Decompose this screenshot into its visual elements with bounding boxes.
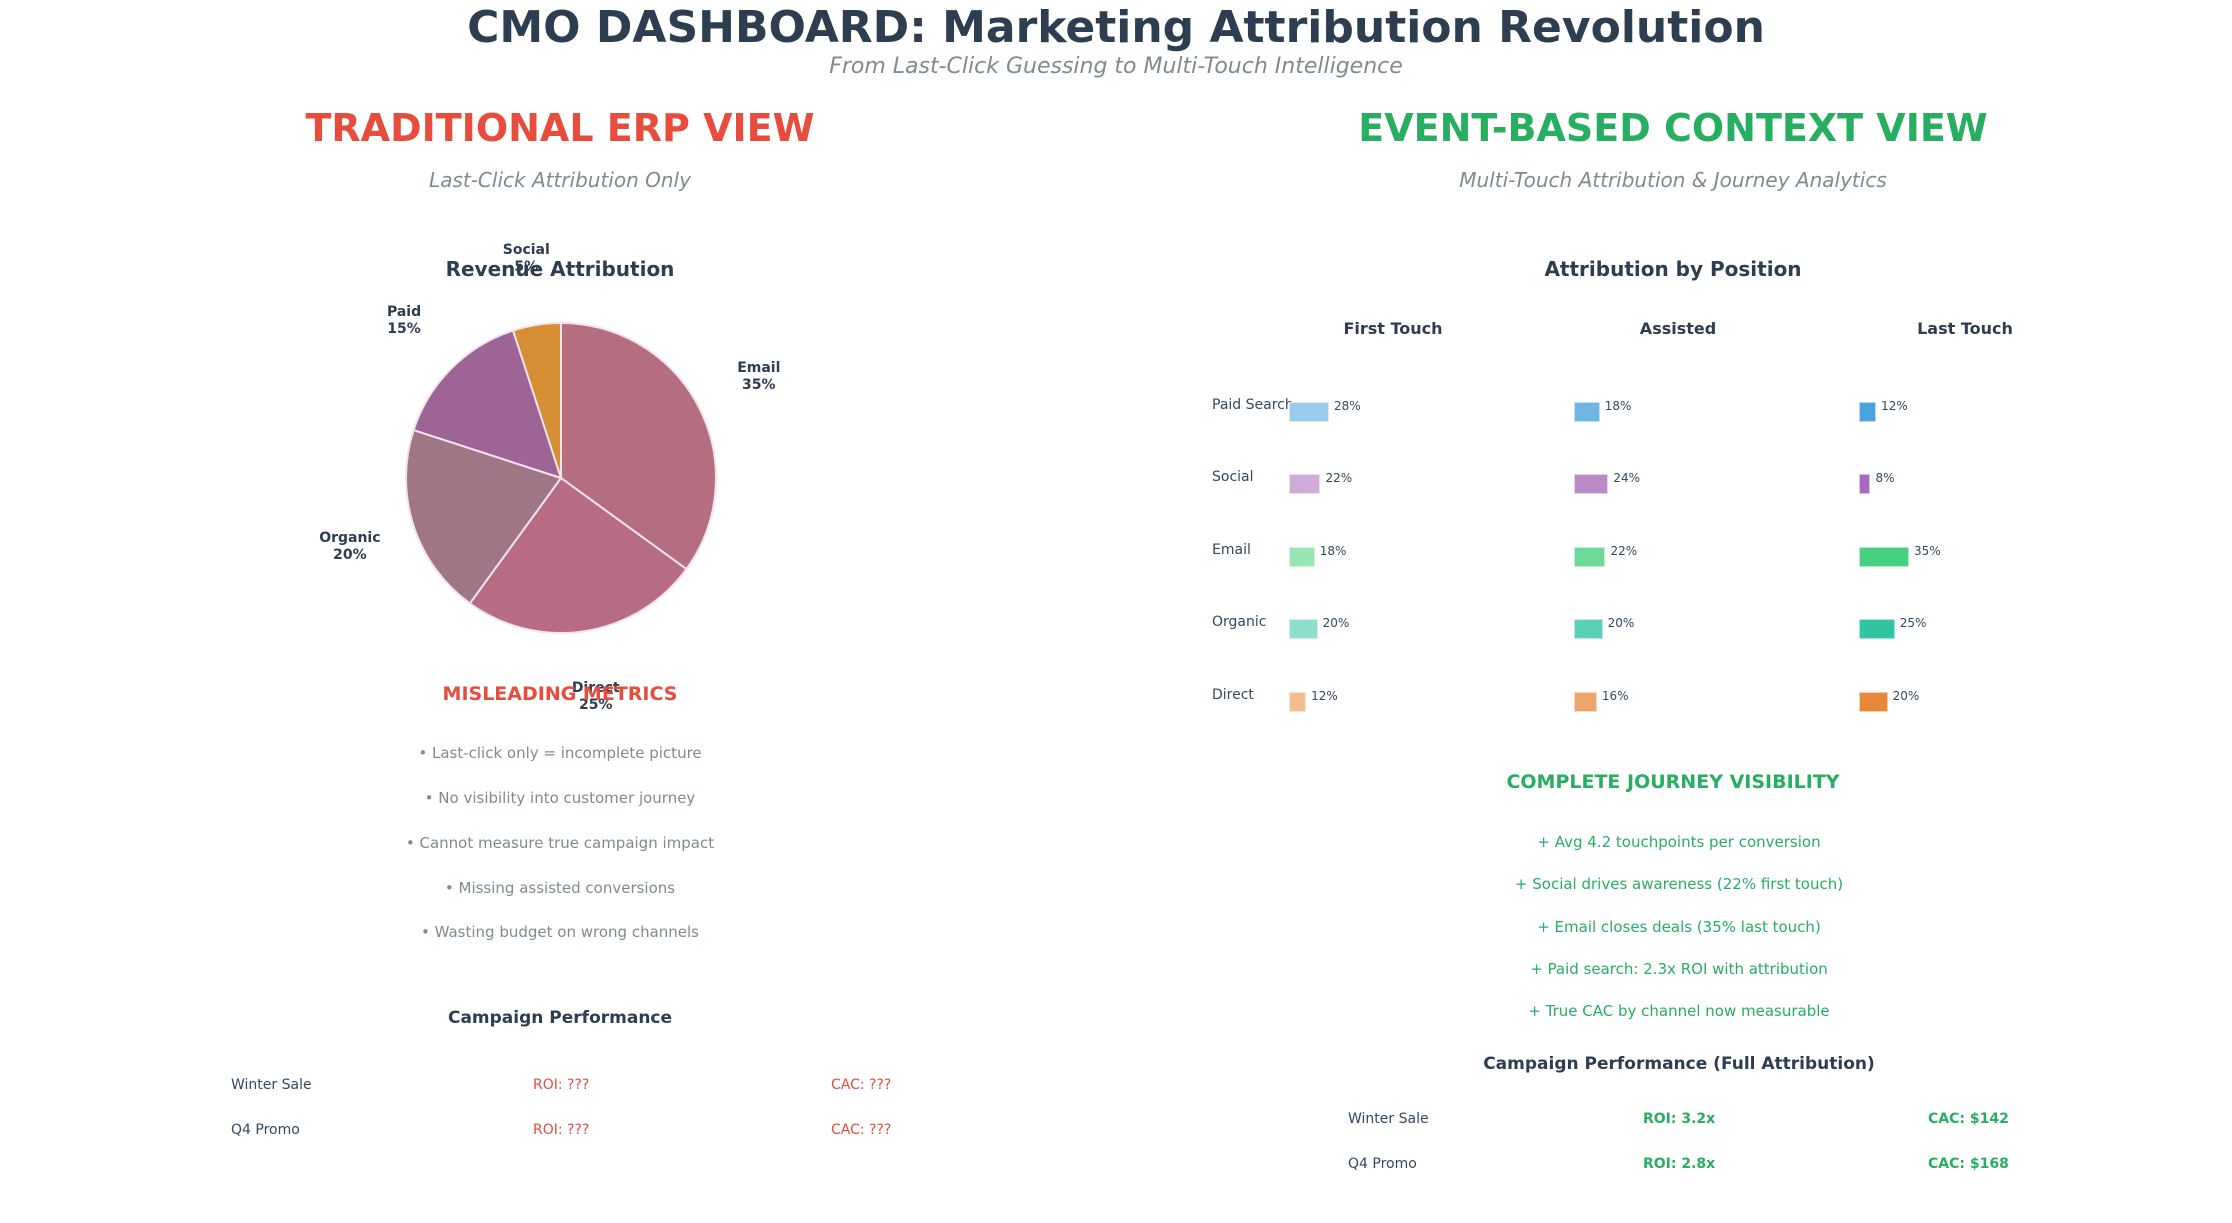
misleading-item: • Cannot measure true campaign impact xyxy=(405,834,715,852)
campaign-roi: ROI: 3.2x xyxy=(1643,1111,1716,1127)
campaign-name: Q4 Promo xyxy=(231,1122,300,1138)
bar-value-label: 8% xyxy=(1875,471,1895,485)
visibility-item: + Social drives awareness (22% first tou… xyxy=(1514,875,1844,893)
campaign-name: Q4 Promo xyxy=(1348,1156,1417,1172)
event-campaign-title: Campaign Performance (Full Attribution) xyxy=(1483,1054,1875,1074)
campaign-roi: ROI: ??? xyxy=(533,1122,590,1138)
bar-value-label: 35% xyxy=(1914,544,1941,558)
column-header-first-touch: First Touch xyxy=(1343,319,1443,338)
misleading-item: • Wasting budget on wrong channels xyxy=(421,923,699,941)
traditional-campaign-title: Campaign Performance xyxy=(447,1008,673,1028)
bar-value-label: 18% xyxy=(1319,544,1347,558)
bar-value-label: 25% xyxy=(1899,616,1927,630)
pie-label-name: Email xyxy=(737,360,781,377)
pie-label-value: 5% xyxy=(514,258,539,275)
channel-label-direct: Direct xyxy=(1212,687,1254,703)
bar-value-label: 24% xyxy=(1613,471,1640,485)
pie-label-value: 15% xyxy=(387,321,421,338)
bar-last-touch-direct xyxy=(1859,692,1888,712)
event-panel-subtitle: Multi-Touch Attribution & Journey Analyt… xyxy=(1459,168,1887,192)
bar-value-label: 20% xyxy=(1892,689,1920,703)
bar-value-label: 12% xyxy=(1311,689,1338,703)
bar-first-touch-direct xyxy=(1289,692,1307,712)
pie-label-value: 35% xyxy=(742,377,776,394)
bar-last-touch-email xyxy=(1859,547,1910,567)
bar-value-label: 22% xyxy=(1325,471,1353,485)
channel-label-social: Social xyxy=(1212,469,1254,485)
pie-slice-email xyxy=(560,321,717,571)
misleading-item: • No visibility into customer journey xyxy=(424,789,696,807)
bar-last-touch-organic xyxy=(1859,619,1895,639)
bar-first-touch-email xyxy=(1289,547,1315,567)
campaign-cac: CAC: $142 xyxy=(1928,1111,2009,1127)
pie-slice-social xyxy=(511,321,562,479)
visibility-item: + Avg 4.2 touchpoints per conversion xyxy=(1537,833,1821,851)
traditional-panel-subtitle: Last-Click Attribution Only xyxy=(429,168,691,192)
misleading-metrics-heading: MISLEADING METRICS xyxy=(442,683,678,705)
visibility-item: + Paid search: 2.3x ROI with attribution xyxy=(1530,960,1828,978)
pie-label-name: Direct xyxy=(571,680,620,697)
pie-label-paid: Paid 15% xyxy=(387,304,421,338)
campaign-roi: ROI: 2.8x xyxy=(1643,1156,1716,1172)
bar-assisted-email xyxy=(1574,547,1606,567)
bar-assisted-paid-search xyxy=(1574,402,1600,422)
pie-label-value: 20% xyxy=(333,546,367,563)
bar-first-touch-organic xyxy=(1289,619,1318,639)
bar-value-label: 18% xyxy=(1604,399,1632,413)
pie-label-email: Email 35% xyxy=(737,360,780,394)
dashboard-title: CMO DASHBOARD: Marketing Attribution Rev… xyxy=(467,2,1765,53)
dashboard-subtitle: From Last-Click Guessing to Multi-Touch … xyxy=(829,54,1403,79)
pie-label-name: Social xyxy=(502,241,550,258)
bar-first-touch-paid-search xyxy=(1289,402,1330,422)
bar-last-touch-paid-search xyxy=(1859,402,1877,422)
bar-assisted-organic xyxy=(1574,619,1603,639)
visibility-item: + True CAC by channel now measurable xyxy=(1528,1002,1830,1020)
pie-label-name: Organic xyxy=(319,529,381,546)
pie-slice-direct xyxy=(468,476,688,634)
pie-label-organic: Organic 20% xyxy=(319,530,380,564)
channel-label-organic: Organic xyxy=(1212,614,1267,630)
pie-label-social: Social 5% xyxy=(503,242,550,276)
campaign-cac: CAC: ??? xyxy=(831,1077,892,1093)
visibility-item: + Email closes deals (35% last touch) xyxy=(1537,918,1821,936)
journey-visibility-heading: COMPLETE JOURNEY VISIBILITY xyxy=(1506,771,1840,793)
channel-label-paid-search: Paid Search xyxy=(1212,397,1294,413)
campaign-name: Winter Sale xyxy=(231,1077,312,1093)
channel-label-email: Email xyxy=(1212,542,1251,558)
position-chart-title: Attribution by Position xyxy=(1544,257,1802,281)
campaign-roi: ROI: ??? xyxy=(533,1077,590,1093)
bar-value-label: 22% xyxy=(1610,544,1638,558)
event-panel-title: EVENT-BASED CONTEXT VIEW xyxy=(1358,106,1988,150)
campaign-name: Winter Sale xyxy=(1348,1111,1429,1127)
misleading-item: • Last-click only = incomplete picture xyxy=(418,744,702,762)
bar-value-label: 28% xyxy=(1334,399,1361,413)
pie-label-value: 25% xyxy=(578,697,613,714)
campaign-cac: CAC: ??? xyxy=(831,1122,892,1138)
bar-value-label: 20% xyxy=(1607,616,1635,630)
column-header-last-touch: Last Touch xyxy=(1917,319,2013,338)
pie-label-name: Paid xyxy=(386,304,422,321)
misleading-item: • Missing assisted conversions xyxy=(444,879,676,897)
traditional-panel-title: TRADITIONAL ERP VIEW xyxy=(305,106,815,150)
bar-last-touch-social xyxy=(1859,474,1871,494)
campaign-cac: CAC: $168 xyxy=(1928,1156,2009,1172)
bar-assisted-social xyxy=(1574,474,1609,494)
bar-first-touch-social xyxy=(1289,474,1321,494)
column-header-assisted: Assisted xyxy=(1639,319,1717,338)
bar-assisted-direct xyxy=(1574,692,1597,712)
pie-chart-title: Revenue Attribution xyxy=(445,257,675,281)
bar-value-label: 20% xyxy=(1322,616,1350,630)
pie-slice-organic xyxy=(405,428,563,605)
bar-value-label: 16% xyxy=(1601,689,1629,703)
bar-value-label: 12% xyxy=(1881,399,1908,413)
pie-label-direct: Direct 25% xyxy=(572,680,620,714)
